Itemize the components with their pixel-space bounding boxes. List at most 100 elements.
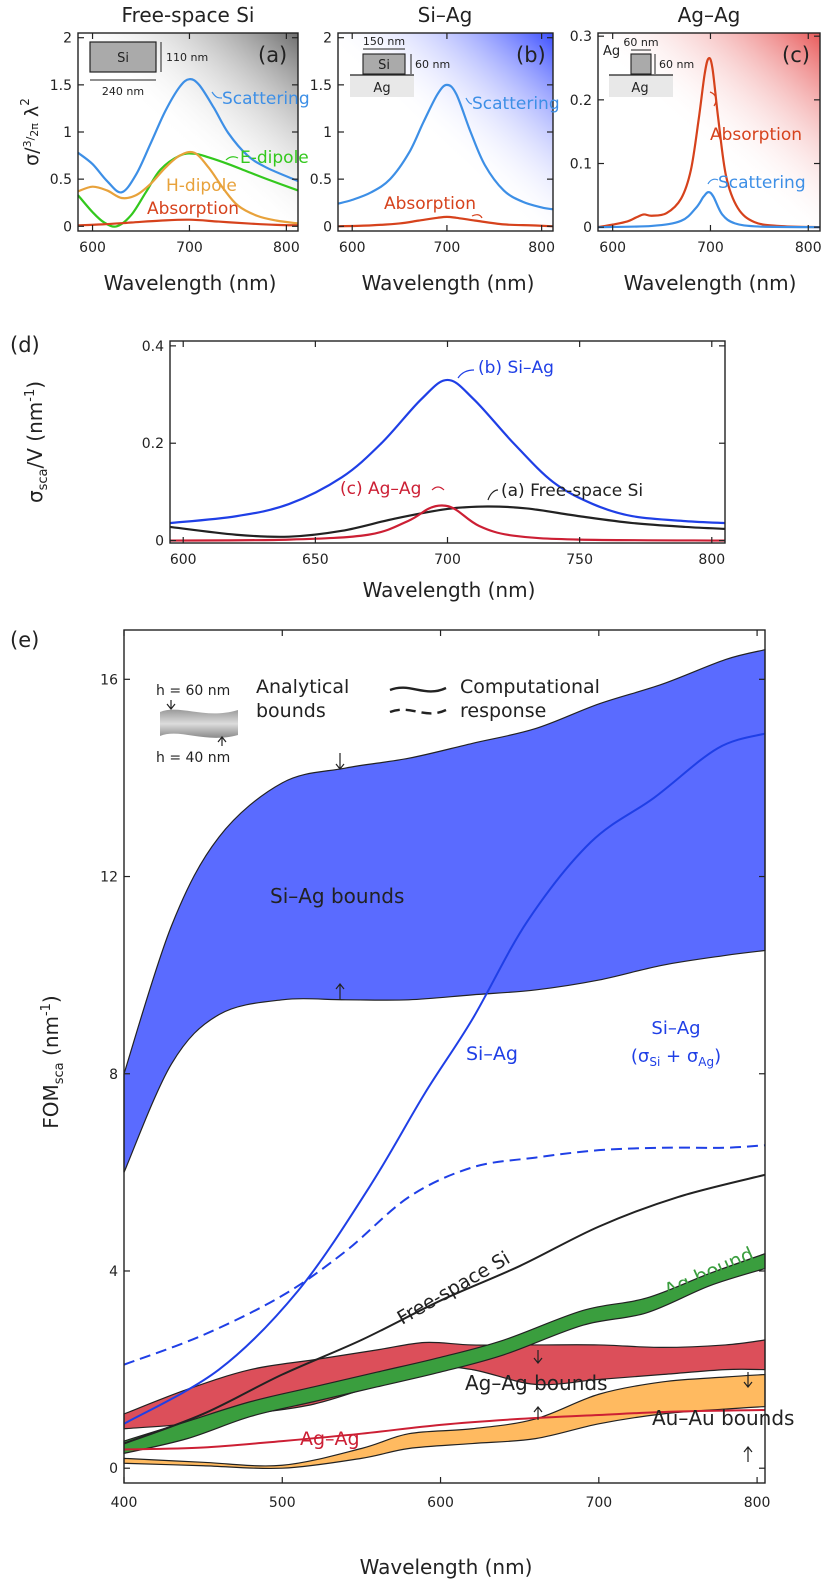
svg-text:σ/3/2π λ2: σ/3/2π λ2 [18,98,43,166]
label-e-freespace: Free-space Si [394,1247,514,1329]
xtick-label-a-0: 600 [79,240,106,256]
series-a-2 [77,150,299,225]
label-e-siag: Si–Ag [466,1043,518,1065]
ytick-label-b-2: 1 [323,125,332,141]
xtick-label-e-0: 400 [111,1495,138,1511]
panel-b: 600 700 800 0 0.5 1 1.5 2 [310,31,555,256]
svg-text:(σSi + σAg): (σSi + σAg) [631,1046,721,1069]
label-a-hdipole: H-dipole [166,176,237,196]
xtick-label-e-3: 700 [585,1495,612,1511]
xtick-label-b-0: 600 [339,240,366,256]
ytick-label-c-2: 0.2 [570,93,592,109]
label-c-scattering: Scattering [718,173,806,193]
panel-c-title: Ag–Ag [678,3,741,27]
xtick-label-c-2: 800 [795,240,822,256]
panel-e-ylabel: FOMsca (nm-1) [39,995,67,1129]
series-e-1 [123,1144,766,1366]
svg-text:response: response [460,700,546,722]
ytick-label-e-2: 8 [109,1067,118,1083]
svg-text:Ag: Ag [373,81,390,96]
svg-text:h = 40 nm: h = 40 nm [156,750,230,766]
series-e-0 [123,732,766,1425]
panel-e-label: (e) [10,628,39,652]
series-e-2 [123,1173,766,1445]
svg-text:60 nm: 60 nm [659,58,694,71]
xtick-label-a-1: 700 [176,240,203,256]
ytick-label-d-2: 0.4 [142,339,164,355]
series-d-1 [169,505,726,538]
bound-arrows [335,753,753,1462]
xtick-label-b-2: 800 [528,240,555,256]
xtick-label-a-2: 800 [273,240,300,256]
xtick-label-c-1: 700 [697,240,724,256]
panel-d-label: (d) [10,333,40,357]
series-c-0 [597,56,821,229]
series-b-0 [337,83,554,211]
series-e-3 [123,1409,766,1451]
ytick-label-c-3: 0.3 [570,29,592,45]
series-a-0 [77,78,299,194]
label-e-agag-bounds: Ag–Ag bounds [465,1371,608,1395]
label-a-edipole: E-dipole [240,148,309,168]
panel-b-inset: 150 nm Si 60 nm Ag [350,35,450,97]
xtick-label-d-0: 600 [170,552,197,568]
ytick-label-e-4: 16 [100,672,118,688]
panel-b-title: Si–Ag [418,3,473,27]
panel-a-title: Free-space Si [122,3,255,27]
xtick-label-e-2: 600 [427,1495,454,1511]
ytick-label-c-0: 0 [583,220,592,236]
label-e-siag-sum: Si–Ag (σSi + σAg) [631,1018,721,1069]
label-d-siag: (b) Si–Ag [478,358,554,378]
xtick-label-d-4: 800 [698,552,725,568]
svg-text:60 nm: 60 nm [623,36,658,49]
panel-a: 600 700 800 0 0.5 1 1.5 2 [50,31,300,256]
ytick-label-e-1: 4 [109,1264,118,1280]
svg-text:bounds: bounds [256,700,326,722]
svg-text:240 nm: 240 nm [102,85,144,98]
xtick-label-e-4: 800 [744,1495,771,1511]
ytick-label-d-1: 0.2 [142,436,164,452]
panel-b-xlabel: Wavelength (nm) [362,271,535,295]
ytick-label-b-4: 2 [323,31,332,47]
ytick-label-a-0: 0 [63,219,72,235]
panel-c: 600 700 800 0 0.1 0.2 0.3 [570,29,822,256]
panel-a-label: (a) [258,43,287,67]
svg-text:Ag: Ag [603,44,620,59]
label-d-agag: (c) Ag–Ag [340,479,421,499]
label-b-scattering: Scattering [472,94,560,114]
series-a-1 [77,152,299,228]
panel-d-xlabel: Wavelength (nm) [363,578,536,602]
label-e-auau-bounds: Au–Au bounds [652,1406,794,1430]
panel-c-inset: Ag 60 nm 60 nm Ag [603,36,694,97]
svg-text:h = 60 nm: h = 60 nm [156,683,230,699]
band-e-0 [123,648,766,1173]
label-a-absorption: Absorption [147,199,239,219]
svg-text:60 nm: 60 nm [415,58,450,71]
series-a-3 [77,218,299,227]
panel-c-xlabel: Wavelength (nm) [624,271,797,295]
panel-a-inset: Si 110 nm 240 nm [89,41,208,98]
ytick-label-a-4: 2 [63,31,72,47]
series-d-0 [169,378,726,525]
ytick-label-b-1: 0.5 [310,172,332,188]
panel-d: 600 650 700 750 800 0 0.2 0.4 [142,339,726,568]
ytick-label-e-0: 0 [109,1461,118,1477]
xtick-label-d-2: 700 [434,552,461,568]
ytick-label-a-1: 0.5 [50,172,72,188]
ytick-label-b-0: 0 [323,219,332,235]
svg-text:Si: Si [117,51,129,66]
axes-frame-e [123,629,766,1484]
svg-text:σsca/V (nm-1): σsca/V (nm-1) [23,381,51,503]
panel-a-ylabel: σ/3/2π λ2 [18,98,43,166]
label-e-siag-bounds: Si–Ag bounds [270,884,404,908]
panel-e-xlabel: Wavelength (nm) [360,1555,533,1579]
ytick-label-d-0: 0 [155,534,164,550]
xtick-label-d-3: 750 [566,552,593,568]
legend-e: h = 60 nm h = 40 nm Analytical bounds Co… [156,676,600,766]
xtick-label-e-1: 500 [269,1495,296,1511]
svg-text:Si: Si [378,58,390,73]
xtick-label-c-0: 600 [599,240,626,256]
svg-text:Ag: Ag [631,81,648,96]
panel-c-label: (c) [782,43,810,67]
